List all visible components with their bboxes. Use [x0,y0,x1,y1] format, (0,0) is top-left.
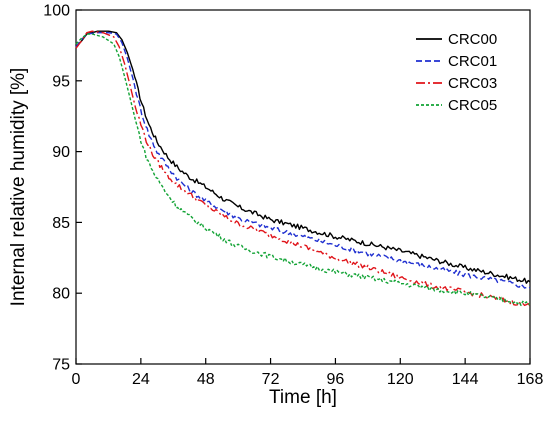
y-tick-label: 75 [52,357,70,374]
legend-label-crc01: CRC01 [448,53,497,70]
x-tick-label: 48 [197,371,215,388]
series-line-crc00 [75,30,531,284]
x-axis-title: Time [h] [269,387,337,408]
plot-frame [75,9,531,365]
series-line-crc01 [75,32,531,289]
x-tick-label: 96 [327,371,345,388]
legend-label-crc00: CRC00 [448,31,497,48]
y-tick-label: 80 [52,286,70,303]
x-tick-label: 144 [452,371,479,388]
x-tick-label: 0 [72,371,81,388]
y-tick-label: 95 [52,73,70,90]
series-line-crc05 [75,33,531,307]
y-tick-label: 85 [52,215,70,232]
y-axis-title: Internal relative humidity [%] [8,68,29,307]
legend-label-crc03: CRC03 [448,75,497,92]
y-tick-label: 90 [52,144,70,161]
legend: CRC00 CRC01 CRC03 CRC05 [416,31,497,114]
axes-layer: 0 24 48 72 96 120 144 168 75 80 85 90 95 100 Time [h] I… [8,3,543,409]
series-line-crc03 [75,30,531,307]
x-tick-label: 168 [517,371,544,388]
x-tick-label: 72 [262,371,280,388]
legend-label-crc05: CRC05 [448,97,497,114]
x-tick-label: 120 [387,371,414,388]
x-tick-label: 24 [132,371,150,388]
y-tick-label: 100 [43,3,70,20]
series-layer [75,30,531,307]
